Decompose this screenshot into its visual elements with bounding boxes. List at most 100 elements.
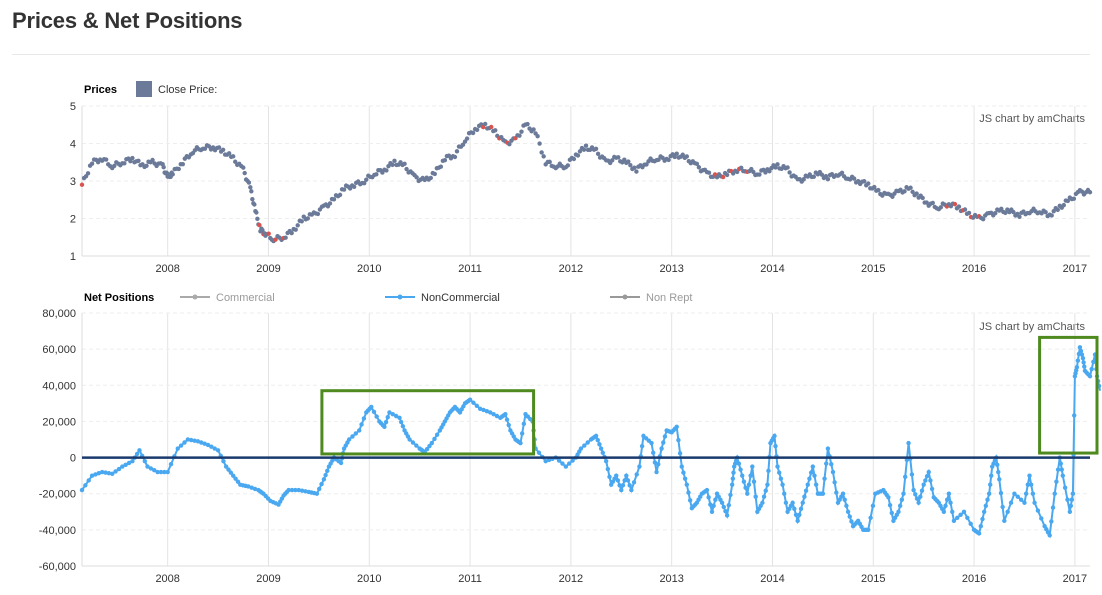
noncommercial-point xyxy=(1002,518,1007,524)
price-point xyxy=(535,134,540,139)
highlight-box-2 xyxy=(1038,335,1099,455)
net-x-tick-2014: 2014 xyxy=(760,573,784,585)
noncommercial-point xyxy=(721,504,726,510)
noncommercial-point xyxy=(813,482,819,487)
price-point xyxy=(337,192,343,198)
noncommercial-point xyxy=(410,440,416,445)
noncommercial-point xyxy=(432,436,437,442)
close-price-legend-swatch[interactable] xyxy=(136,81,152,97)
price-point xyxy=(593,146,599,151)
price-point xyxy=(610,158,615,163)
price-point xyxy=(404,166,409,172)
close-price-legend-label[interactable]: Close Price: xyxy=(158,84,217,96)
price-point xyxy=(819,172,825,177)
price-point xyxy=(908,185,913,190)
noncommercial-point xyxy=(359,422,364,427)
noncommercial-point xyxy=(916,500,921,505)
net-y-tick: -40,000 xyxy=(39,525,76,537)
noncommercial-point xyxy=(563,464,569,469)
noncommercial-point xyxy=(1030,491,1036,496)
legend-dot-non-rept xyxy=(622,294,628,300)
noncommercial-point xyxy=(567,461,572,466)
noncommercial-point xyxy=(750,464,755,469)
price-point xyxy=(839,170,845,175)
prices-y-tick: 3 xyxy=(70,176,76,188)
noncommercial-point xyxy=(155,469,160,475)
noncommercial-point xyxy=(965,515,970,521)
noncommercial-point xyxy=(175,446,180,451)
price-point xyxy=(507,142,512,147)
noncommercial-point xyxy=(724,513,730,518)
noncommercial-point xyxy=(624,473,629,478)
price-point xyxy=(464,136,470,141)
noncommercial-point xyxy=(400,424,406,429)
noncommercial-point xyxy=(783,500,789,505)
noncommercial-point xyxy=(677,451,683,456)
noncommercial-point xyxy=(209,444,214,449)
price-point xyxy=(315,211,321,217)
net-positions-chart-credit[interactable]: JS chart by amCharts xyxy=(979,321,1085,333)
noncommercial-point xyxy=(361,416,367,421)
noncommercial-point xyxy=(1055,467,1061,472)
net-positions-annotations xyxy=(320,335,1099,456)
noncommercial-point xyxy=(374,414,379,419)
noncommercial-point xyxy=(168,461,174,467)
price-point xyxy=(628,162,633,168)
noncommercial-point xyxy=(751,479,757,484)
noncommercial-point xyxy=(1068,503,1074,508)
noncommercial-point xyxy=(424,446,430,452)
net-x-tick-2013: 2013 xyxy=(659,573,683,585)
price-point xyxy=(775,162,780,167)
noncommercial-point xyxy=(1087,374,1093,379)
noncommercial-point xyxy=(929,486,935,492)
prices-x-tick-2012: 2012 xyxy=(559,263,583,275)
noncommercial-point xyxy=(625,478,631,483)
price-point xyxy=(571,156,577,162)
noncommercial-point xyxy=(845,509,851,514)
noncommercial-point xyxy=(743,485,748,490)
price-point xyxy=(392,158,397,164)
noncommercial-point xyxy=(866,527,871,533)
noncommercial-point xyxy=(429,440,434,446)
price-point xyxy=(547,159,552,165)
price-point xyxy=(176,166,181,172)
noncommercial-point xyxy=(407,437,412,442)
noncommercial-point xyxy=(1078,348,1084,354)
noncommercial-point xyxy=(798,506,804,511)
noncommercial-point xyxy=(926,469,931,475)
noncommercial-point xyxy=(639,443,645,449)
noncommercial-point xyxy=(849,519,854,524)
price-point xyxy=(634,169,639,174)
net-x-tick-2012: 2012 xyxy=(559,573,583,585)
noncommercial-point xyxy=(777,470,782,475)
noncommercial-point xyxy=(1070,491,1076,496)
noncommercial-point xyxy=(600,450,605,455)
noncommercial-point xyxy=(961,509,967,514)
prices-chart-title: Prices xyxy=(84,84,117,96)
noncommercial-point xyxy=(772,433,777,439)
price-point xyxy=(575,153,581,158)
price-point xyxy=(1087,190,1093,195)
noncommercial-point xyxy=(988,482,993,487)
noncommercial-point xyxy=(719,500,725,505)
noncommercial-point xyxy=(249,485,254,490)
price-point xyxy=(220,147,226,152)
prices-chart-credit[interactable]: JS chart by amCharts xyxy=(979,113,1085,125)
noncommercial-point xyxy=(1005,509,1010,514)
noncommercial-point xyxy=(212,446,217,451)
price-point xyxy=(539,150,544,155)
price-point xyxy=(241,165,246,170)
price-point xyxy=(672,154,677,160)
noncommercial-point xyxy=(921,482,926,487)
price-point xyxy=(242,170,247,176)
noncommercial-point xyxy=(93,472,98,477)
legend-dot-noncommercial xyxy=(397,294,403,300)
noncommercial-point xyxy=(958,512,963,517)
noncommercial-point xyxy=(868,515,873,521)
noncommercial-point xyxy=(913,492,918,497)
prices-y-tick: 5 xyxy=(70,101,76,113)
noncommercial-point xyxy=(152,468,157,473)
price-point xyxy=(565,163,571,168)
noncommercial-point xyxy=(233,476,238,481)
noncommercial-point xyxy=(148,466,154,471)
